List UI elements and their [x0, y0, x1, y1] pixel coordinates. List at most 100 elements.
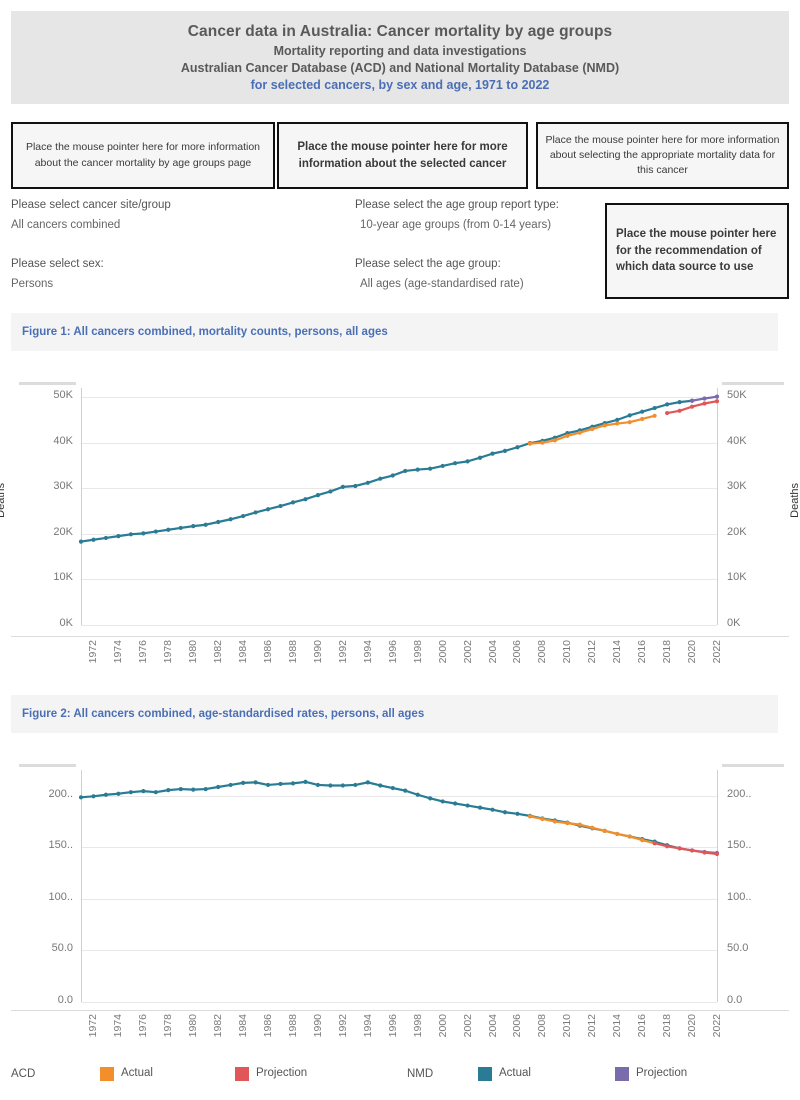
figure-2-data-point[interactable] — [615, 831, 620, 837]
figure-2-data-point[interactable] — [365, 780, 370, 785]
figure-2-data-point[interactable] — [166, 788, 171, 793]
figure-2-data-point[interactable] — [290, 781, 296, 786]
figure-1-data-point[interactable] — [640, 416, 645, 422]
figure-2-data-point[interactable] — [203, 786, 208, 792]
figure-1-data-point[interactable] — [328, 489, 333, 494]
selector-age-group-value[interactable]: All ages (age-standardised rate) — [360, 277, 524, 290]
figure-1-data-point[interactable] — [378, 476, 383, 481]
figure-2-data-point[interactable] — [91, 794, 96, 799]
info-box-data-source[interactable]: Place the mouse pointer here for the rec… — [605, 203, 789, 299]
figure-1-data-point[interactable] — [702, 396, 707, 401]
figure-2-data-point[interactable] — [465, 803, 470, 808]
figure-2-data-point[interactable] — [128, 790, 133, 795]
legend-item-nmd-actual[interactable]: Actual — [478, 1067, 531, 1081]
figure-2-data-point[interactable] — [440, 799, 445, 804]
figure-2-data-point[interactable] — [378, 783, 383, 788]
figure-1-data-point[interactable] — [166, 527, 171, 532]
figure-2-data-point[interactable] — [116, 791, 121, 796]
figure-2-data-point[interactable] — [303, 779, 308, 784]
figure-2-data-point[interactable] — [490, 807, 495, 812]
figure-1-data-point[interactable] — [627, 420, 632, 425]
figure-1-data-point[interactable] — [216, 519, 221, 525]
figure-2-data-point[interactable] — [702, 850, 707, 855]
selector-cancer-site[interactable]: Please select cancer site/group All canc… — [11, 199, 171, 231]
figure-1-data-point[interactable] — [116, 534, 121, 539]
figure-2-data-point[interactable] — [689, 848, 695, 853]
figure-1-data-point[interactable] — [702, 401, 707, 406]
figure-1-data-point[interactable] — [340, 484, 345, 489]
figure-1-data-point[interactable] — [652, 405, 657, 411]
figure-2-data-point[interactable] — [103, 792, 109, 797]
figure-1-data-point[interactable] — [315, 493, 321, 498]
figure-2-data-point[interactable] — [502, 810, 508, 815]
figure-1-data-point[interactable] — [565, 433, 570, 438]
selector-cancer-site-value[interactable]: All cancers combined — [11, 218, 121, 231]
figure-1-data-point[interactable] — [91, 537, 96, 542]
selector-age-report-type-value[interactable]: 10-year age groups (from 0-14 years) — [360, 218, 552, 231]
figure-1-data-point[interactable] — [465, 459, 470, 464]
figure-2-data-point[interactable] — [216, 784, 221, 790]
figure-2-data-point[interactable] — [552, 819, 557, 824]
figure-1-data-point[interactable] — [153, 529, 158, 534]
figure-2-data-point[interactable] — [527, 814, 533, 819]
figure-2-data-point[interactable] — [241, 780, 246, 785]
figure-1-data-point[interactable] — [303, 497, 308, 502]
figure-2-data-point[interactable] — [714, 851, 720, 857]
figure-1-data-point[interactable] — [577, 430, 582, 435]
figure-1-data-point[interactable] — [128, 532, 133, 537]
selector-sex[interactable]: Please select sex: Persons — [11, 258, 104, 290]
figure-1-data-point[interactable] — [253, 510, 258, 515]
figure-1-data-point[interactable] — [527, 441, 533, 446]
figure-1-data-point[interactable] — [290, 500, 296, 505]
figure-2-data-point[interactable] — [602, 828, 607, 833]
figure-2-data-point[interactable] — [677, 846, 682, 851]
selector-age-group[interactable]: Please select the age group: All ages (a… — [355, 258, 524, 290]
figure-2-data-point[interactable] — [577, 822, 582, 827]
figure-1-data-point[interactable] — [428, 466, 433, 471]
figure-1-data-point[interactable] — [278, 503, 283, 509]
figure-1-data-point[interactable] — [241, 513, 246, 519]
legend-item-acd-projection[interactable]: Projection — [235, 1067, 307, 1081]
figure-1-data-point[interactable] — [540, 440, 545, 445]
info-box-selected-cancer[interactable]: Place the mouse pointer here for more in… — [277, 122, 528, 189]
figure-2-data-point[interactable] — [141, 789, 146, 794]
figure-1-data-point[interactable] — [440, 463, 445, 469]
info-box-mortality-data[interactable]: Place the mouse pointer here for more in… — [536, 122, 789, 189]
figure-2-data-point[interactable] — [315, 782, 321, 788]
figure-1-data-point[interactable] — [228, 517, 233, 522]
figure-2-data-point[interactable] — [477, 805, 483, 810]
figure-1-data-point[interactable] — [689, 398, 695, 403]
figure-2-data-point[interactable] — [627, 834, 632, 839]
figure-2-data-point[interactable] — [191, 787, 196, 792]
figure-2-data-point[interactable] — [340, 783, 345, 788]
figure-1-data-point[interactable] — [677, 408, 682, 413]
figure-2-data-point[interactable] — [428, 796, 433, 801]
figure-1-data-point[interactable] — [652, 413, 657, 418]
figure-1-data-point[interactable] — [477, 455, 483, 460]
figure-2-data-point[interactable] — [228, 782, 233, 788]
figure-1-data-point[interactable] — [78, 539, 84, 544]
figure-1-data-point[interactable] — [590, 426, 595, 432]
figure-2-data-point[interactable] — [415, 792, 420, 797]
figure-1-data-point[interactable] — [265, 507, 271, 512]
figure-2-data-point[interactable] — [328, 783, 333, 788]
figure-1-data-point[interactable] — [665, 410, 670, 416]
figure-2-data-point[interactable] — [590, 825, 595, 830]
figure-2-data-point[interactable] — [403, 788, 408, 793]
figure-1-data-point[interactable] — [627, 413, 632, 418]
figure-2-data-point[interactable] — [652, 841, 657, 846]
figure-2-data-point[interactable] — [78, 795, 84, 800]
figure-2-data-point[interactable] — [153, 790, 158, 795]
figure-1-data-point[interactable] — [191, 524, 196, 529]
figure-1-data-point[interactable] — [178, 525, 183, 531]
figure-2-data-point[interactable] — [178, 786, 183, 792]
legend-item-nmd-projection[interactable]: Projection — [615, 1067, 687, 1081]
figure-1-data-point[interactable] — [677, 400, 682, 405]
figure-1-data-point[interactable] — [640, 409, 645, 414]
figure-1-data-point[interactable] — [714, 399, 720, 404]
legend-item-acd-actual[interactable]: Actual — [100, 1067, 153, 1081]
info-box-page[interactable]: Place the mouse pointer here for more in… — [11, 122, 275, 189]
selector-sex-value[interactable]: Persons — [11, 277, 54, 290]
figure-1-data-point[interactable] — [689, 404, 695, 409]
figure-2-data-point[interactable] — [265, 782, 271, 788]
